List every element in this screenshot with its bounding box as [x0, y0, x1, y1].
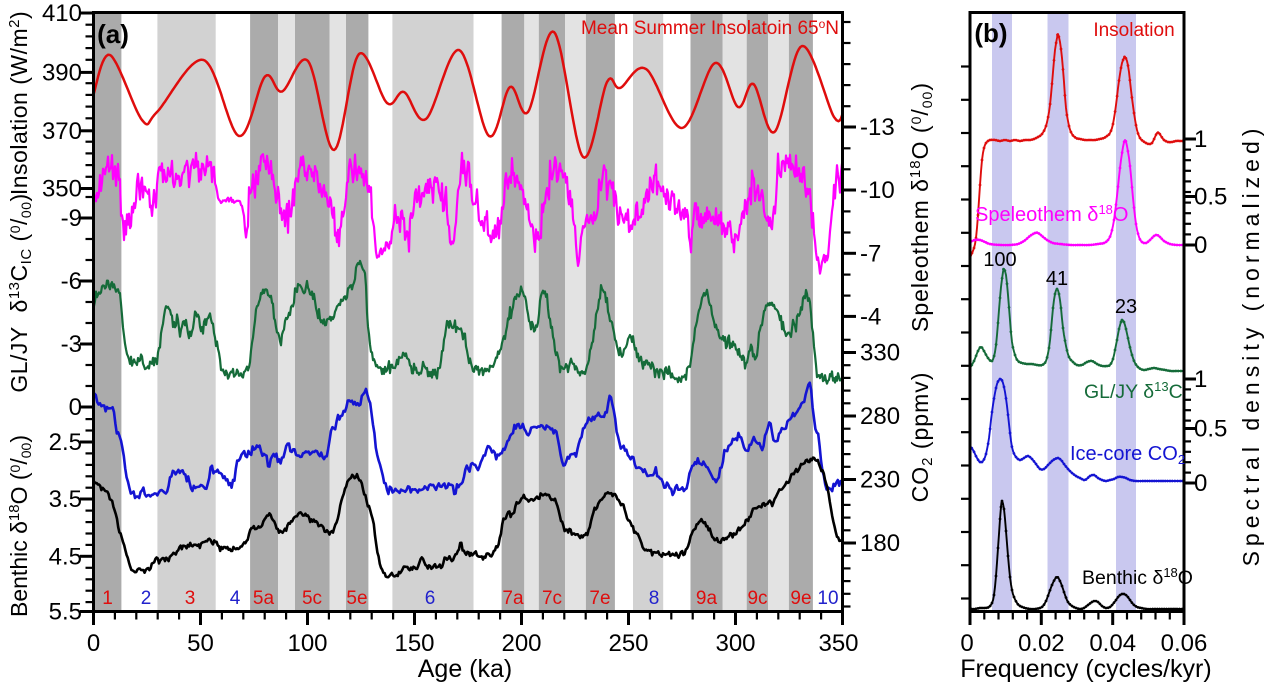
svg-text:Insolation: Insolation — [1093, 20, 1174, 41]
svg-text:Ice-core CO2​: Ice-core CO2​ — [1070, 443, 1185, 467]
svg-text:7a: 7a — [502, 588, 524, 609]
svg-text:9a: 9a — [696, 588, 718, 609]
svg-text:23: 23 — [1115, 296, 1137, 318]
svg-text:(a): (a) — [97, 19, 129, 49]
svg-text:390: 390 — [42, 59, 82, 86]
svg-text:100: 100 — [983, 249, 1016, 271]
svg-text:9e: 9e — [790, 588, 811, 609]
svg-text:-7: -7 — [860, 240, 881, 267]
svg-text:Spectral density (normalized): Spectral density (normalized) — [1238, 124, 1264, 567]
svg-text:370: 370 — [42, 118, 82, 145]
svg-text:-13: -13 — [860, 114, 895, 141]
svg-text:200: 200 — [501, 630, 541, 657]
svg-text:150: 150 — [394, 630, 434, 657]
svg-text:0.04: 0.04 — [1089, 630, 1136, 657]
svg-text:Age (ka): Age (ka) — [418, 655, 512, 683]
svg-text:100: 100 — [287, 630, 327, 657]
svg-text:2: 2 — [141, 588, 152, 609]
svg-text:CO2​ (ppmv): CO2​ (ppmv) — [907, 372, 936, 503]
svg-text:1: 1 — [102, 588, 113, 609]
svg-text:0.5: 0.5 — [1194, 184, 1227, 211]
svg-text:1: 1 — [1194, 366, 1207, 393]
svg-text:4.5: 4.5 — [49, 543, 82, 570]
svg-text:250: 250 — [608, 630, 648, 657]
svg-text:0: 0 — [87, 630, 100, 657]
svg-text:-9: -9 — [61, 205, 82, 232]
svg-text:0.02: 0.02 — [1018, 630, 1065, 657]
svg-text:0.5: 0.5 — [1194, 416, 1227, 443]
svg-text:350: 350 — [42, 176, 82, 203]
svg-text:0: 0 — [69, 394, 82, 421]
svg-text:-3: -3 — [61, 331, 82, 358]
svg-text:1: 1 — [1194, 126, 1207, 153]
svg-text:Insolation (W/m2​): Insolation (W/m2​) — [6, 11, 32, 195]
svg-text:0: 0 — [960, 630, 973, 657]
svg-text:Mean Summer Insolatoin 65o​N: Mean Summer Insolatoin 65o​N — [581, 17, 839, 39]
svg-text:0.06: 0.06 — [1161, 630, 1208, 657]
svg-text:3.5: 3.5 — [49, 486, 82, 513]
svg-text:5e: 5e — [346, 588, 367, 609]
svg-text:10: 10 — [817, 588, 838, 609]
svg-text:7c: 7c — [542, 588, 562, 609]
svg-text:Benthic δ18​O (0/00): Benthic δ18​O (0/00) — [6, 435, 34, 617]
svg-text:(b): (b) — [974, 18, 1007, 48]
svg-text:280: 280 — [860, 403, 900, 430]
svg-text:Frequency (cycles/kyr): Frequency (cycles/kyr) — [960, 655, 1211, 683]
svg-text:-10: -10 — [860, 177, 895, 204]
svg-text:4: 4 — [230, 588, 241, 609]
svg-text:-6: -6 — [61, 268, 82, 295]
svg-text:0: 0 — [1194, 232, 1207, 259]
svg-text:8: 8 — [649, 588, 660, 609]
svg-text:5a: 5a — [253, 588, 275, 609]
svg-text:9c: 9c — [747, 588, 767, 609]
svg-text:5c: 5c — [302, 588, 322, 609]
svg-text:GL/JY δ13​C: GL/JY δ13​C — [1084, 379, 1183, 403]
svg-text:2.5: 2.5 — [49, 429, 82, 456]
svg-text:330: 330 — [860, 340, 900, 367]
svg-text:230: 230 — [860, 467, 900, 494]
svg-text:410: 410 — [42, 0, 82, 27]
svg-text:350: 350 — [818, 630, 858, 657]
svg-text:3: 3 — [185, 588, 196, 609]
svg-text:41: 41 — [1046, 268, 1068, 290]
svg-text:50: 50 — [187, 630, 214, 657]
svg-text:7e: 7e — [589, 588, 610, 609]
svg-text:6: 6 — [425, 588, 436, 609]
svg-text:5.5: 5.5 — [49, 599, 82, 626]
svg-text:300: 300 — [715, 630, 755, 657]
svg-text:-4: -4 — [860, 303, 881, 330]
svg-text:0: 0 — [1194, 470, 1207, 497]
svg-text:180: 180 — [860, 530, 900, 557]
